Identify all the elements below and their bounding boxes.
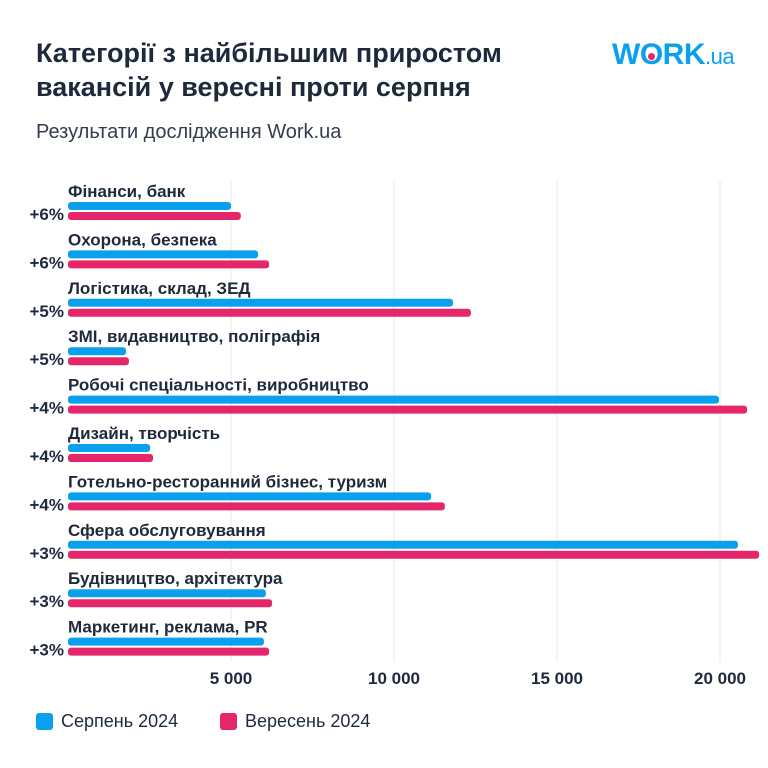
category-label: ЗМІ, видавництво, поліграфія <box>68 327 320 346</box>
category-label: Будівництво, архітектура <box>68 569 283 588</box>
bar-september <box>68 454 154 462</box>
category-label: Логістика, склад, ЗЕД <box>68 279 251 298</box>
chart-title: Категорії з найбільшим приростом вакансі… <box>36 38 502 102</box>
bar-august <box>68 492 432 501</box>
category-label: Охорона, безпека <box>68 230 217 249</box>
growth-label: +4% <box>30 447 65 466</box>
bar-september <box>68 405 748 414</box>
legend-label: Вересень 2024 <box>245 711 371 731</box>
category-label: Маркетинг, реклама, PR <box>68 618 268 637</box>
bar-september <box>68 550 760 559</box>
x-tick-label: 20 000 <box>694 669 746 688</box>
bar-september <box>68 599 273 608</box>
bar-september <box>68 212 241 220</box>
category-label: Готельно-ресторанний бізнес, туризм <box>68 472 387 491</box>
bar-august <box>68 637 264 646</box>
growth-label: +5% <box>30 350 65 369</box>
bar-september <box>68 357 129 366</box>
bar-august <box>68 250 259 259</box>
growth-label: +4% <box>30 399 65 418</box>
category-label: Сфера обслуговування <box>68 521 266 540</box>
category-label: Фінанси, банк <box>68 182 186 201</box>
bar-august <box>68 589 266 598</box>
bar-august <box>68 540 738 549</box>
legend-label: Серпень 2024 <box>61 711 179 731</box>
growth-label: +3% <box>30 592 65 611</box>
legend-swatch-red <box>220 713 237 730</box>
growth-label: +5% <box>30 302 65 321</box>
bar-september <box>68 260 270 269</box>
bar-september <box>68 647 270 656</box>
legend-item-september: Вересень 2024 <box>220 711 370 732</box>
x-tick-label: 15 000 <box>531 669 583 688</box>
bar-august <box>68 347 127 356</box>
bar-august <box>68 444 151 452</box>
growth-label: +6% <box>30 253 65 272</box>
work-ua-logo: WORK.ua <box>612 38 735 71</box>
bar-september <box>68 308 471 317</box>
legend-item-august: Серпень 2024 <box>36 711 178 732</box>
category-label: Дизайн, творчість <box>68 424 220 443</box>
chart-subtitle: Результати дослідження Work.ua <box>36 121 342 143</box>
growth-label: +3% <box>30 544 65 563</box>
bar-august <box>68 202 231 210</box>
growth-label: +4% <box>30 495 65 514</box>
bar-september <box>68 502 445 511</box>
growth-label: +6% <box>30 205 65 224</box>
legend-swatch-blue <box>36 713 53 730</box>
bar-august <box>68 298 454 307</box>
bar-august <box>68 395 720 404</box>
x-tick-label: 10 000 <box>368 669 420 688</box>
growth-label: +3% <box>30 641 65 660</box>
category-label: Робочі спеціальності, виробництво <box>68 376 369 395</box>
x-tick-label: 5 000 <box>210 669 253 688</box>
